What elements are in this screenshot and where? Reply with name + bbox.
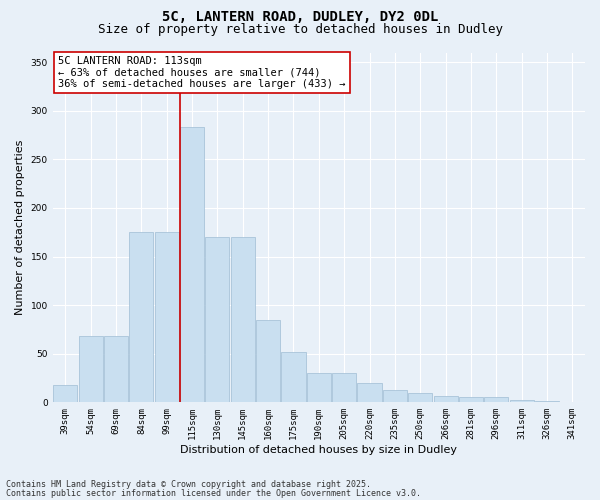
Bar [459, 398, 483, 402]
Bar [180, 128, 204, 402]
Bar [358, 383, 382, 402]
Bar [104, 336, 128, 402]
Text: Contains HM Land Registry data © Crown copyright and database right 2025.: Contains HM Land Registry data © Crown c… [6, 480, 371, 489]
Bar [509, 400, 533, 402]
Text: Size of property relative to detached houses in Dudley: Size of property relative to detached ho… [97, 22, 503, 36]
Bar [332, 373, 356, 402]
Y-axis label: Number of detached properties: Number of detached properties [15, 140, 25, 315]
Text: Contains public sector information licensed under the Open Government Licence v3: Contains public sector information licen… [6, 488, 421, 498]
Bar [79, 336, 103, 402]
Bar [155, 232, 179, 402]
X-axis label: Distribution of detached houses by size in Dudley: Distribution of detached houses by size … [181, 445, 457, 455]
Bar [231, 237, 255, 402]
Bar [307, 373, 331, 402]
Bar [53, 385, 77, 402]
Bar [130, 232, 154, 402]
Bar [484, 398, 508, 402]
Bar [281, 352, 305, 403]
Bar [408, 392, 432, 402]
Bar [256, 320, 280, 402]
Bar [205, 237, 229, 402]
Text: 5C, LANTERN ROAD, DUDLEY, DY2 0DL: 5C, LANTERN ROAD, DUDLEY, DY2 0DL [162, 10, 438, 24]
Text: 5C LANTERN ROAD: 113sqm
← 63% of detached houses are smaller (744)
36% of semi-d: 5C LANTERN ROAD: 113sqm ← 63% of detache… [58, 56, 346, 89]
Bar [383, 390, 407, 402]
Bar [434, 396, 458, 402]
